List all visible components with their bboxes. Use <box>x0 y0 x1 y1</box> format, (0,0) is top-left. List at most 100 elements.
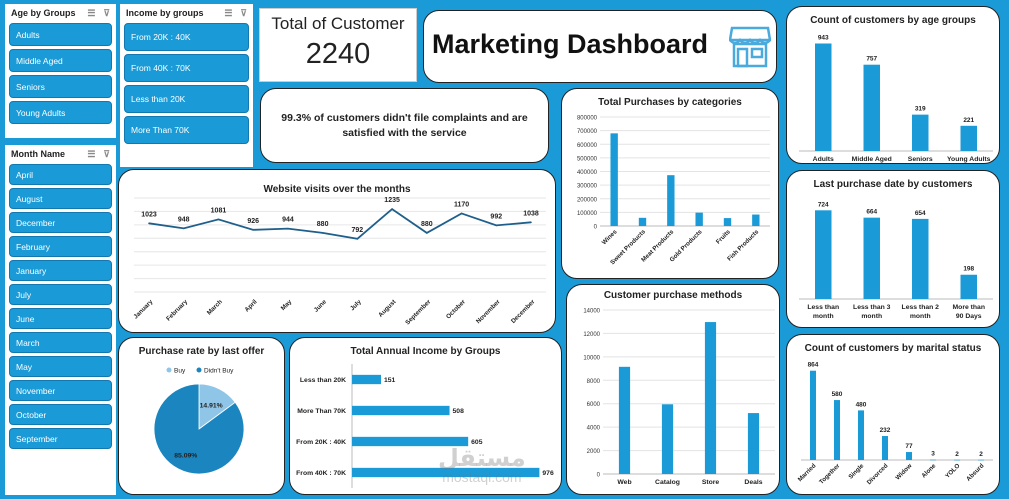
data-label: 792 <box>352 227 364 234</box>
visits-chart: 1023 January 948 February 1081 March 926 April 9… <box>132 197 546 326</box>
data-label: 77 <box>905 443 913 450</box>
x-tick-label: December <box>510 298 537 325</box>
slicer-item[interactable]: Seniors <box>9 75 112 98</box>
data-label: 880 <box>317 221 329 228</box>
slicer-item[interactable]: November <box>9 380 112 401</box>
kpi-value: 2240 <box>305 38 371 70</box>
x-tick-label: Less than <box>807 304 839 311</box>
slicer-month: Month Name ☰ ⊽ April August December February… <box>5 145 116 495</box>
bar <box>747 413 760 474</box>
slicer-item[interactable]: May <box>9 356 112 377</box>
slicer-item[interactable]: June <box>9 308 112 329</box>
data-point <box>391 208 393 210</box>
bar <box>960 125 977 151</box>
bar <box>858 410 864 460</box>
bar <box>618 366 631 474</box>
slicer-item[interactable]: August <box>9 188 112 209</box>
data-label: 2 <box>955 451 959 458</box>
legend-label: Buy <box>174 368 186 375</box>
data-label: 1023 <box>141 211 157 218</box>
y-tick-label: 200000 <box>577 197 598 203</box>
watermark-latin: mostaql.com <box>442 469 522 485</box>
slicer-item[interactable]: Adults <box>9 23 112 46</box>
x-tick-label: Catalog <box>655 479 680 486</box>
slicer-item[interactable]: January <box>9 260 112 281</box>
data-label: 508 <box>453 408 465 415</box>
slicer-item[interactable]: Middle Aged <box>9 49 112 72</box>
data-label: 1081 <box>211 207 227 214</box>
bar <box>863 217 880 299</box>
chart-title: Purchase rate by last offer <box>138 346 265 357</box>
x-tick-label: Fruits <box>715 228 732 245</box>
slicer-items: Adults Middle Aged Seniors Young Adults <box>7 23 114 124</box>
slicer-item[interactable]: More Than 70K <box>124 116 249 144</box>
slicer-item[interactable]: March <box>9 332 112 353</box>
slicer-item[interactable]: Less than 20K <box>124 85 249 113</box>
data-label: 943 <box>818 34 829 41</box>
clear-filter-icon[interactable]: ⊽ <box>240 7 247 18</box>
x-tick-label: March <box>206 298 224 316</box>
data-point <box>182 227 185 230</box>
data-label: 724 <box>818 201 829 208</box>
clear-filter-icon[interactable]: ⊽ <box>103 7 110 18</box>
slicer-item[interactable]: February <box>9 236 112 257</box>
data-point <box>426 232 428 234</box>
x-tick-label: month <box>813 313 834 320</box>
slicer-item[interactable]: From 40K : 70K <box>124 54 249 82</box>
y-tick-label: 2000 <box>587 449 601 455</box>
bar <box>352 467 540 478</box>
page-title: Marketing Dashboard <box>432 29 709 59</box>
slicer-item[interactable]: July <box>9 284 112 305</box>
income-chart-card: Total Annual Income by Groups 151 Less th… <box>289 337 562 495</box>
slicer-header: Age by Groups ☰ ⊽ <box>11 7 110 19</box>
bar <box>882 436 888 460</box>
bar <box>810 370 816 460</box>
data-point <box>356 238 359 240</box>
x-tick-label: month <box>910 313 931 320</box>
slicer-items: From 20K : 40K From 40K : 70K Less than 20… <box>122 23 251 144</box>
bar <box>834 400 840 460</box>
x-tick-label: June <box>313 298 329 314</box>
kpi-label: Total of Customer <box>271 14 405 33</box>
data-label: 14.91% <box>200 402 223 409</box>
x-tick-label: Store <box>702 479 720 486</box>
slicer-item[interactable]: September <box>9 428 112 449</box>
bar <box>954 459 960 461</box>
clear-filter-icon[interactable]: ⊽ <box>103 148 110 159</box>
bar <box>695 212 703 226</box>
y-tick-label: 600000 <box>577 143 598 149</box>
x-tick-label: Wines <box>601 228 619 246</box>
slicer-item[interactable]: April <box>9 164 112 185</box>
offer-chart-card: Purchase rate by last offer Buy Didn't Bu… <box>118 337 285 495</box>
visits-chart-card: Website visits over the months 1023 Janua… <box>118 169 556 333</box>
data-label: 2 <box>979 451 983 458</box>
multi-select-icon[interactable]: ☰ <box>87 148 96 159</box>
age-groups-chart-card: Count of customers by age groups 943 Adul… <box>786 6 1000 164</box>
multi-select-icon[interactable]: ☰ <box>224 7 233 18</box>
bar <box>352 374 381 385</box>
data-point <box>287 227 289 230</box>
slicer-item[interactable]: From 20K : 40K <box>124 23 249 51</box>
x-tick-label: August <box>377 298 398 319</box>
x-tick-label: Absurd <box>965 462 985 482</box>
complaint-card: 99.3% of customers didn't file complaint… <box>260 88 549 163</box>
x-tick-label: Adults <box>813 156 834 163</box>
x-tick-label: September <box>404 298 432 326</box>
x-tick-label: Web <box>617 479 631 486</box>
chart-title: Customer purchase methods <box>603 290 743 301</box>
watermark-arabic: مستقل <box>438 444 526 472</box>
data-label: 1235 <box>384 197 400 204</box>
x-tick-label: May <box>280 298 294 312</box>
data-label: 605 <box>471 439 483 446</box>
x-tick-label: November <box>475 298 502 325</box>
data-label: 944 <box>282 217 294 224</box>
slicer-item[interactable]: December <box>9 212 112 233</box>
bar <box>912 114 929 151</box>
multi-select-icon[interactable]: ☰ <box>87 7 96 18</box>
chart-title: Count of customers by marital status <box>804 343 982 354</box>
x-tick-label: Alone <box>920 462 937 479</box>
y-tick-label: 8000 <box>587 379 601 385</box>
slicer-item[interactable]: Young Adults <box>9 101 112 124</box>
chart-title: Last purchase date by customers <box>813 179 973 190</box>
slicer-item[interactable]: October <box>9 404 112 425</box>
